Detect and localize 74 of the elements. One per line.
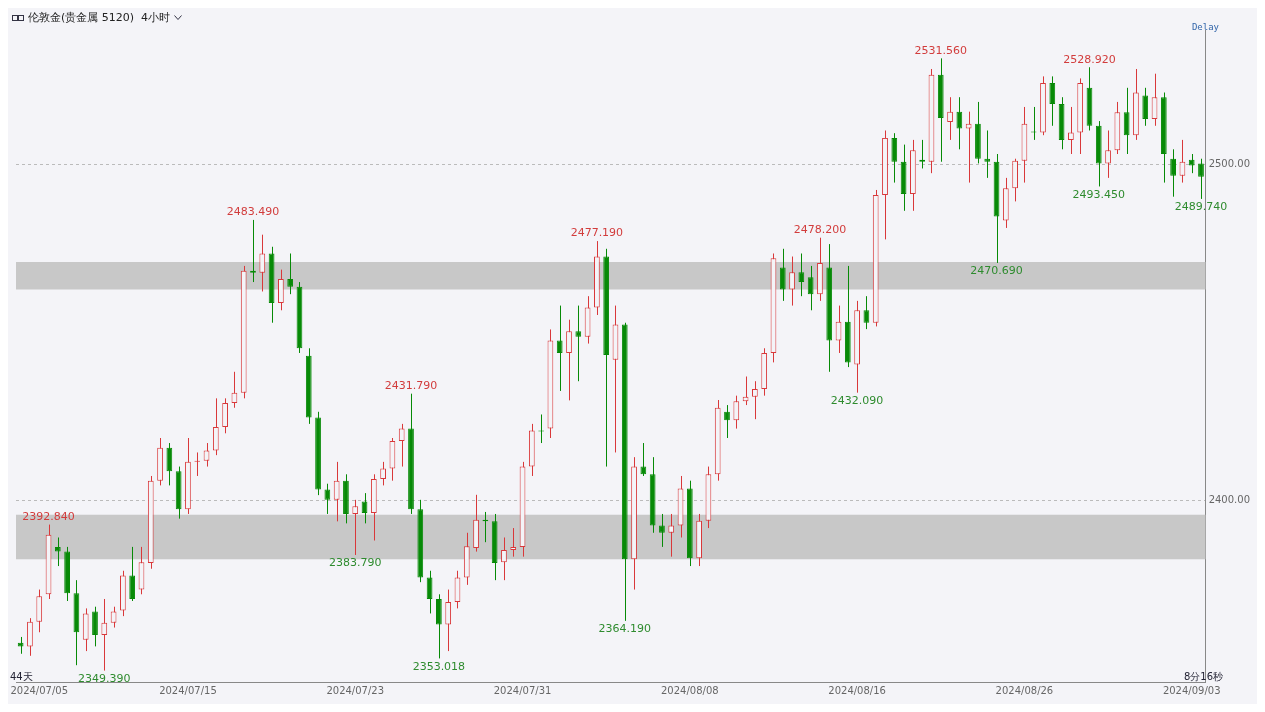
annotation: 2431.790 <box>384 379 438 393</box>
annotation: 8分16秒 <box>1183 670 1223 684</box>
annotation: 2432.090 <box>830 394 884 408</box>
y-tick-label: 2400.00 <box>1208 494 1251 506</box>
candlestick <box>259 234 266 292</box>
x-tick-label: 2024/09/03 <box>1162 684 1221 696</box>
candlestick <box>1142 87 1149 127</box>
candlestick <box>1049 75 1056 127</box>
annotation: 44天 <box>10 670 33 684</box>
candlestick <box>212 397 219 456</box>
candlestick <box>501 536 507 581</box>
candlestick <box>724 404 730 439</box>
candlestick <box>436 593 442 659</box>
candlestick <box>27 617 33 657</box>
candlestick <box>380 461 386 486</box>
candlestick <box>733 395 740 430</box>
candlestick <box>101 598 108 672</box>
candlestick <box>779 248 786 302</box>
candlestick <box>807 265 814 311</box>
annotation: 2531.560 <box>914 43 968 57</box>
candlestick <box>947 96 953 141</box>
candlestick <box>166 442 173 486</box>
annotation: 2364.190 <box>598 622 652 636</box>
candlestick <box>222 397 228 434</box>
candlestick <box>556 305 563 392</box>
annotation: 2478.200 <box>793 223 847 237</box>
annotation: Delay <box>1191 22 1219 32</box>
candlestick <box>1105 129 1111 179</box>
x-tick-label: 2024/07/15 <box>159 684 217 696</box>
candlestick <box>659 513 665 548</box>
candlestick <box>789 256 795 307</box>
x-tick-label: 2024/07/05 <box>10 684 69 696</box>
candlestick <box>1198 158 1204 200</box>
candlestick <box>278 269 284 311</box>
candlestick <box>54 536 61 567</box>
candlestick <box>575 305 582 382</box>
candlestick <box>956 96 963 150</box>
annotation: 2349.390 <box>78 671 131 685</box>
y-tick-label: 2500.00 <box>1208 158 1251 170</box>
candlestick <box>510 527 517 558</box>
x-tick-label: 2024/07/23 <box>326 684 385 696</box>
x-tick-label: 2024/08/26 <box>995 684 1054 696</box>
x-tick-label: 2024/07/31 <box>493 684 552 696</box>
candlestick <box>445 589 452 652</box>
candlestick <box>1123 87 1130 155</box>
candlestick <box>1068 106 1074 155</box>
x-tick-label: 2024/08/08 <box>661 684 719 696</box>
annotation: 2528.920 <box>1063 52 1116 66</box>
candlestick <box>129 546 136 602</box>
candlestick <box>798 253 805 297</box>
chart-title: 伦敦金(贵金属 5120) 4小时 <box>28 10 171 25</box>
candlestick <box>566 319 572 401</box>
candlestick <box>36 589 43 633</box>
annotation: 2383.790 <box>328 556 382 570</box>
candlestick <box>668 513 675 558</box>
annotation: 2353.018 <box>412 659 466 673</box>
annotation: 2489.740 <box>1174 200 1228 214</box>
candlestick <box>891 132 898 184</box>
candlestick <box>92 606 98 647</box>
candlestick <box>1170 148 1176 198</box>
candlestick <box>352 499 359 556</box>
candlestick <box>333 461 340 522</box>
annotation: 2477.190 <box>570 226 624 240</box>
candlestick <box>984 129 991 179</box>
annotation: 2493.450 <box>1072 187 1126 201</box>
candlestick <box>287 253 294 295</box>
annotation: 2392.840 <box>22 509 75 523</box>
candlestick <box>398 423 405 468</box>
candlestick <box>752 380 758 420</box>
x-tick-label: 2024/08/16 <box>828 684 886 696</box>
annotation: 2483.490 <box>226 205 280 219</box>
candlestick <box>324 483 331 515</box>
candlestick <box>640 442 647 477</box>
annotation: 2470.690 <box>970 264 1023 278</box>
